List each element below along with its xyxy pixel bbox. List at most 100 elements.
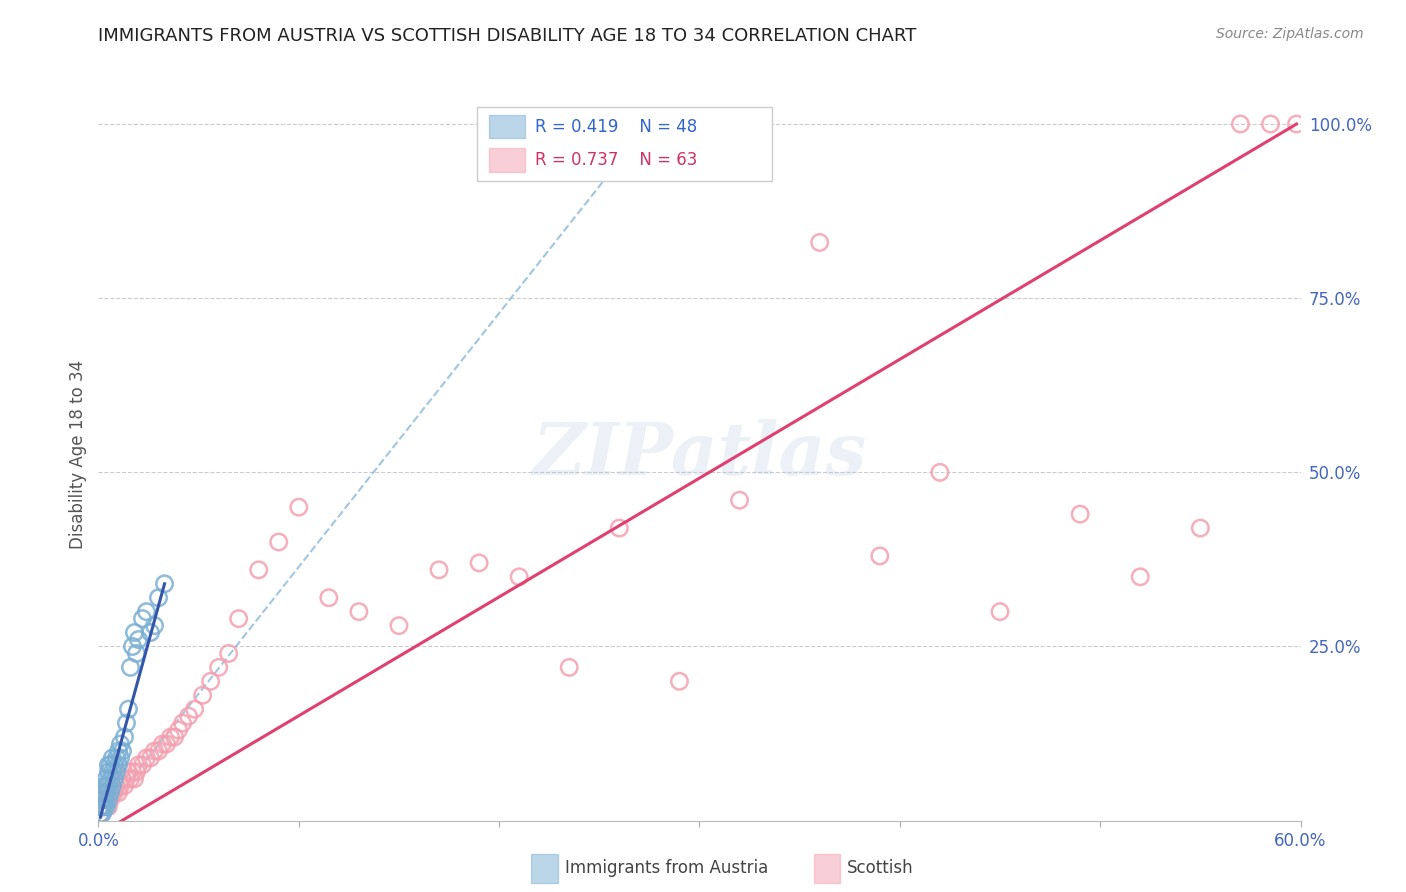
Point [117,764,139,779]
Point [96,779,118,793]
Point [929,466,952,480]
Point [1129,570,1152,584]
Point [91,799,114,814]
Point [103,786,125,800]
Point [228,612,250,626]
Point [89,793,111,807]
Point [114,779,136,793]
Point [117,702,139,716]
Point [101,764,124,779]
Point [89,799,111,814]
Point [103,772,125,786]
Point [105,764,128,779]
Point [558,660,581,674]
Point [121,640,143,654]
Point [100,786,122,800]
Point [139,751,162,765]
Point [97,779,120,793]
Point [318,591,340,605]
Point [93,786,115,800]
Point [288,500,311,515]
Point [609,521,631,535]
Point [101,751,124,765]
Point [97,764,120,779]
Point [1285,117,1308,131]
Point [468,556,491,570]
Point [120,772,142,786]
Point [135,751,157,765]
Point [152,737,174,751]
Point [96,772,118,786]
Point [153,576,176,591]
Point [172,716,194,731]
Point [93,779,115,793]
Point [347,605,370,619]
Point [1069,507,1091,521]
Point [208,660,231,674]
Point [121,764,143,779]
Point [163,730,186,744]
Point [124,772,146,786]
Point [91,786,114,800]
Point [91,793,114,807]
Point [107,744,129,758]
Point [155,737,177,751]
Point [91,799,114,814]
Point [267,535,290,549]
Text: IMMIGRANTS FROM AUSTRIA VS SCOTTISH DISABILITY AGE 18 TO 34 CORRELATION CHART: IMMIGRANTS FROM AUSTRIA VS SCOTTISH DISA… [98,27,917,45]
Point [191,688,214,702]
FancyBboxPatch shape [489,148,526,172]
Point [101,779,124,793]
Point [110,737,132,751]
Point [131,758,153,772]
Point [668,674,690,689]
Point [218,647,240,661]
Point [100,793,122,807]
Point [91,806,114,821]
Text: Source: ZipAtlas.com: Source: ZipAtlas.com [1216,27,1364,41]
FancyBboxPatch shape [531,854,558,883]
Text: Immigrants from Austria: Immigrants from Austria [565,859,768,877]
Point [96,799,118,814]
Point [100,772,122,786]
Point [148,591,170,605]
Point [89,806,111,821]
Point [115,772,138,786]
Point [131,612,153,626]
Point [177,709,200,723]
Point [247,563,270,577]
Point [427,563,450,577]
Point [124,625,146,640]
Text: ZIPatlas: ZIPatlas [533,419,866,491]
Point [93,799,115,814]
Point [135,605,157,619]
Y-axis label: Disability Age 18 to 34: Disability Age 18 to 34 [69,360,87,549]
Point [93,799,115,814]
Point [128,758,150,772]
Point [110,751,132,765]
Point [105,751,128,765]
Point [110,779,132,793]
Point [97,786,120,800]
Point [159,730,181,744]
Point [111,772,134,786]
Point [808,235,831,250]
Point [869,549,891,563]
Point [105,779,128,793]
Point [988,605,1011,619]
Point [114,730,136,744]
Point [125,764,148,779]
Point [107,758,129,772]
Point [143,744,166,758]
Point [200,674,222,689]
Point [111,744,134,758]
Point [125,647,148,661]
Point [728,493,751,508]
Point [100,758,122,772]
Text: Scottish: Scottish [848,859,914,877]
Point [96,793,118,807]
Point [128,632,150,647]
Point [143,618,166,632]
Point [183,702,205,716]
Point [97,799,120,814]
